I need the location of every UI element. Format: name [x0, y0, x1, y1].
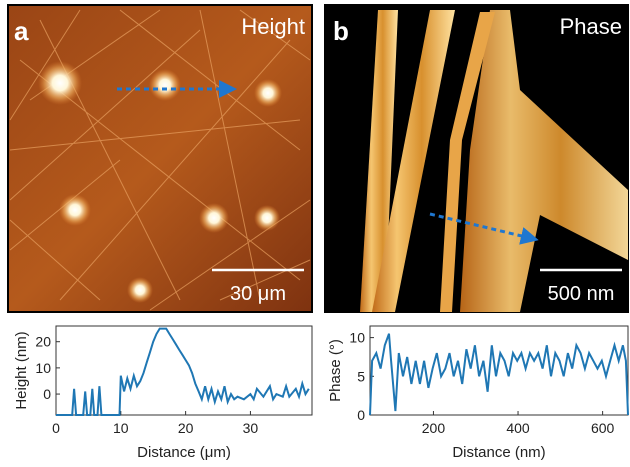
profile-line [370, 334, 628, 415]
x-tick-label: 30 [243, 420, 259, 436]
y-tick-label: 5 [357, 368, 365, 384]
plot-frame [56, 326, 312, 415]
y-tick-label: 10 [349, 330, 365, 346]
x-axis-label: Distance (μm) [137, 444, 231, 461]
panel-label: a [14, 16, 29, 46]
profile-line [56, 329, 309, 415]
x-tick-label: 200 [422, 420, 446, 436]
y-tick-label: 10 [35, 360, 51, 376]
x-axis-label: Distance (nm) [452, 444, 545, 461]
y-axis-label: Height (nm) [13, 331, 30, 409]
figure: a Height 30 μm b Phase 500 nm 0102001020… [0, 0, 630, 462]
phase-image: b Phase 500 nm [325, 5, 628, 312]
y-tick-label: 0 [357, 407, 365, 423]
y-tick-label: 20 [35, 334, 51, 350]
scale-bar-label: 500 nm [548, 283, 615, 305]
height-image: a Height 30 μm [8, 5, 312, 312]
x-tick-label: 600 [591, 420, 615, 436]
panel-title: Height [241, 14, 305, 39]
x-tick-label: 0 [52, 420, 60, 436]
x-tick-label: 10 [113, 420, 129, 436]
panel-label: b [333, 16, 349, 46]
panel-title: Phase [560, 14, 622, 39]
x-tick-label: 400 [506, 420, 530, 436]
y-axis-label: Phase (°) [327, 339, 344, 402]
y-tick-label: 0 [43, 386, 51, 402]
scale-bar-label: 30 μm [230, 283, 286, 305]
x-tick-label: 20 [178, 420, 194, 436]
